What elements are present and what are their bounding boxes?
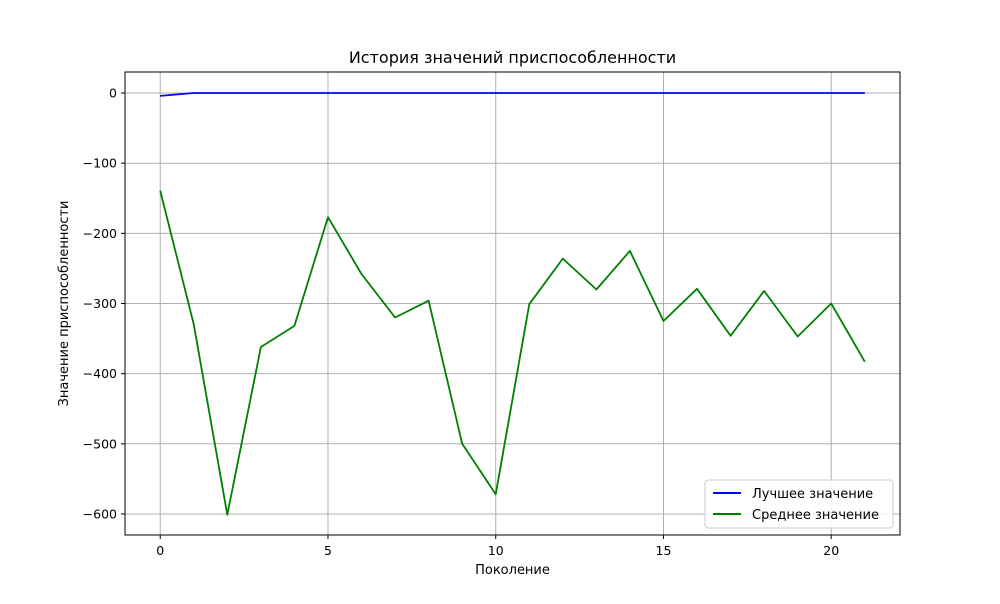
chart-title: История значений приспособленности xyxy=(349,48,676,67)
x-tick-label: 0 xyxy=(156,543,164,558)
legend-label-average: Среднее значение xyxy=(752,508,879,523)
x-tick-label: 10 xyxy=(488,543,504,558)
y-axis-label: Значение приспособленности xyxy=(57,201,72,407)
x-tick-label: 15 xyxy=(656,543,672,558)
axis-ticks: 0 5 10 15 20 0 −100 −200 −300 −400 −500 −600 xyxy=(83,86,840,558)
x-axis-label: Поколение xyxy=(475,563,550,578)
grid-lines xyxy=(125,72,900,535)
legend-label-best: Лучшее значение xyxy=(752,487,873,502)
x-tick-label: 5 xyxy=(324,543,332,558)
x-tick-label: 20 xyxy=(823,543,839,558)
y-tick-label: −600 xyxy=(83,506,117,521)
legend: Лучшее значение Среднее значение xyxy=(704,479,894,529)
y-tick-label: −500 xyxy=(83,436,117,451)
y-tick-label: −400 xyxy=(83,366,117,381)
y-tick-label: −200 xyxy=(83,226,117,241)
y-tick-label: 0 xyxy=(109,86,117,101)
average-value-line xyxy=(159,190,866,516)
best-value-line xyxy=(160,92,865,97)
legend-box xyxy=(704,479,894,529)
y-tick-label: −300 xyxy=(83,296,117,311)
y-tick-label: −100 xyxy=(83,156,117,171)
series-lines xyxy=(159,92,866,516)
